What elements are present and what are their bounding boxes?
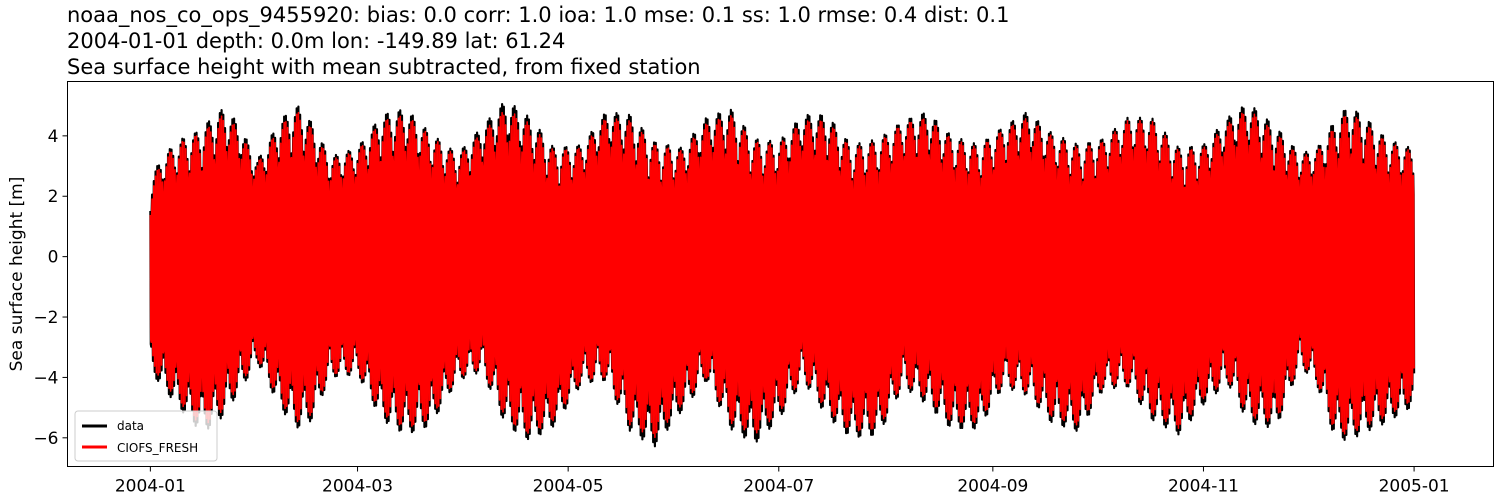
- y-tick-label: −2: [33, 308, 58, 328]
- y-tick-label: −4: [33, 368, 58, 388]
- x-tick-label: 2004-01: [115, 477, 186, 497]
- x-tick-label: 2004-09: [957, 477, 1028, 497]
- series-line-ciofs-fresh: [149, 111, 1415, 439]
- y-axis: −6 −4 −2 0 2 4: [33, 127, 68, 449]
- chart-title-line-3: Sea surface height with mean subtracted,…: [67, 55, 701, 79]
- y-tick-label: −6: [33, 429, 58, 449]
- legend-label-data: data: [117, 419, 144, 433]
- legend-box: [74, 410, 218, 462]
- chart-title-line-1: noaa_nos_co_ops_9455920: bias: 0.0 corr:…: [67, 3, 1010, 27]
- x-tick-label: 2005-01: [1379, 477, 1450, 497]
- chart-title-line-2: 2004-01-01 depth: 0.0m lon: -149.89 lat:…: [67, 29, 566, 53]
- y-axis-label: Sea surface height [m]: [7, 177, 27, 372]
- x-tick-label: 2004-07: [743, 477, 814, 497]
- x-tick-label: 2004-11: [1168, 477, 1239, 497]
- x-tick-label: 2004-03: [322, 477, 393, 497]
- x-tick-label: 2004-05: [533, 477, 604, 497]
- x-axis: 2004-01 2004-03 2004-05 2004-07 2004-09 2004-…: [115, 466, 1450, 497]
- y-tick-label: 2: [48, 187, 59, 207]
- y-tick-label: 4: [48, 127, 59, 147]
- plot-frame: [67, 81, 1494, 467]
- y-tick-label: 0: [48, 248, 59, 268]
- legend-label-ciofs-fresh: CIOFS_FRESH: [117, 441, 198, 455]
- legend: data CIOFS_FRESH: [74, 410, 218, 462]
- series-layer: [149, 102, 1416, 448]
